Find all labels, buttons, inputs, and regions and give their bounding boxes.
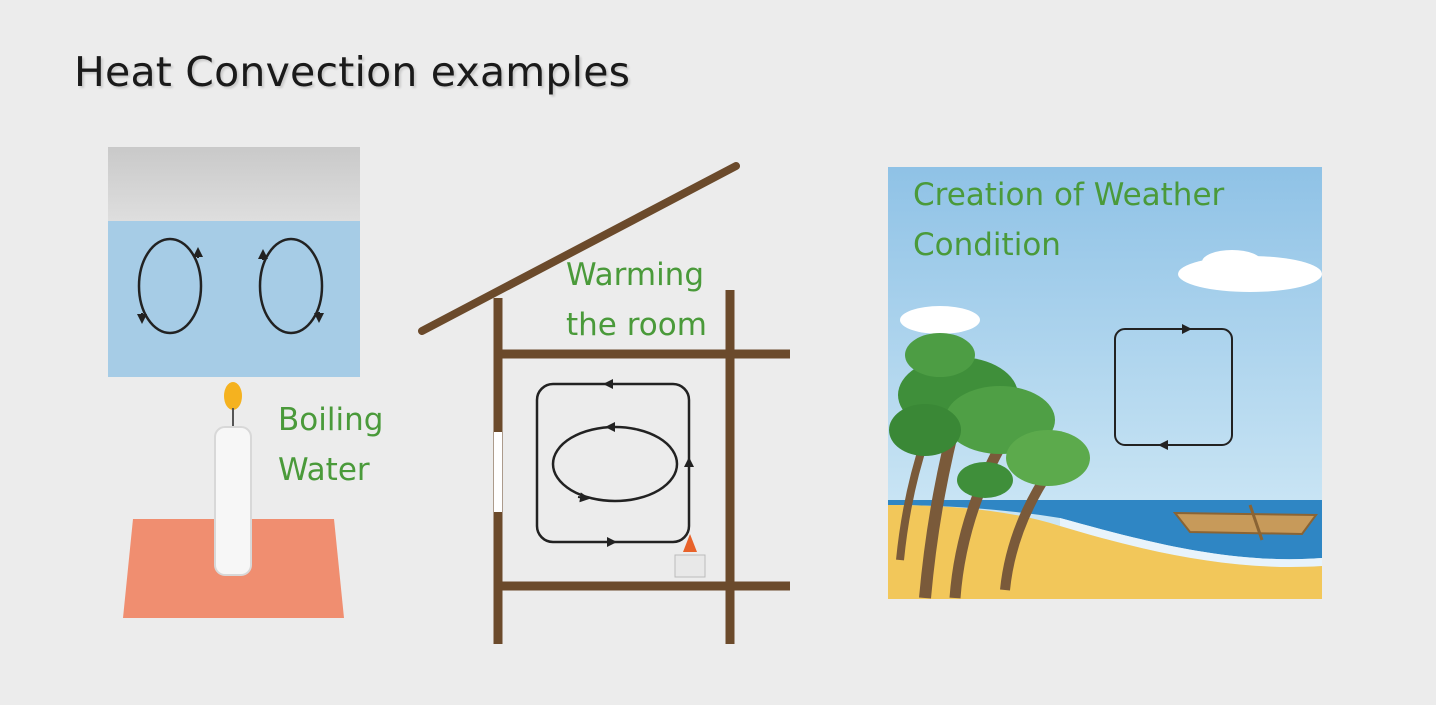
boat-oar xyxy=(1248,504,1264,541)
flame-icon xyxy=(224,382,242,410)
inner-convection-loop xyxy=(551,425,679,503)
label-line-2: Water xyxy=(278,452,370,488)
sand xyxy=(888,505,1322,599)
boat-icon xyxy=(1172,511,1318,536)
weather-condition-label: Creation of Weather Condition xyxy=(913,170,1224,270)
inner-arrow-bottom xyxy=(577,492,590,503)
warming-room-label: Warming the room xyxy=(566,250,707,350)
fire-icon xyxy=(683,534,697,552)
warming-room-illustration xyxy=(418,162,790,644)
pot-top xyxy=(108,147,360,221)
air-convection-loop xyxy=(1114,328,1233,446)
convection-loop-right xyxy=(258,237,324,335)
label-line-1: Boiling xyxy=(278,402,384,438)
label-line-1: Warming xyxy=(566,257,705,293)
window xyxy=(494,432,502,512)
cloud-right-puff xyxy=(1202,250,1262,274)
palm-trees-icon xyxy=(889,333,1090,599)
page-title: Heat Convection examples xyxy=(74,48,631,96)
heater-icon xyxy=(674,554,706,578)
water-container xyxy=(108,221,360,377)
cloud-left xyxy=(900,306,980,334)
label-line-1: Creation of Weather xyxy=(913,177,1225,213)
boiling-water-illustration xyxy=(108,147,360,618)
candle-icon xyxy=(214,426,252,576)
sea-foam xyxy=(1060,518,1322,567)
label-line-2: the room xyxy=(566,307,707,343)
boiling-water-label: Boiling Water xyxy=(278,395,383,495)
weather-illustration xyxy=(888,167,1322,599)
outer-convection-loop xyxy=(535,382,691,544)
roof-beam xyxy=(418,162,740,335)
convection-loop-left xyxy=(137,237,203,335)
label-line-2: Condition xyxy=(913,227,1061,263)
